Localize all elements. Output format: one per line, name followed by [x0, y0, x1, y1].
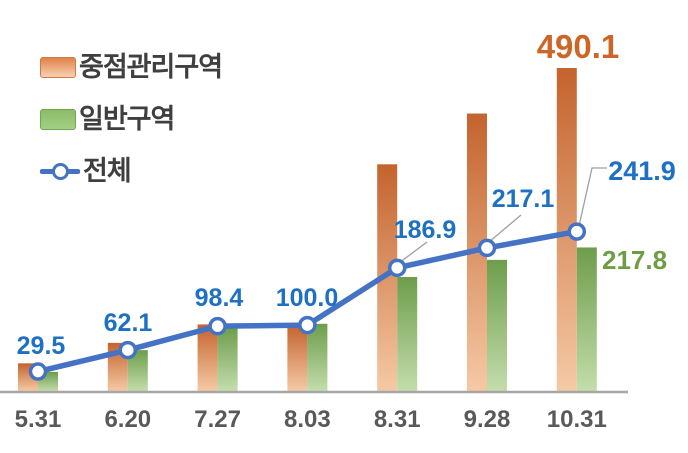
chart-legend: 중점관리구역 일반구역 전체 [40, 51, 223, 186]
total-value-label: 98.4 [195, 284, 244, 312]
total-line-marker-icon [40, 161, 80, 182]
total-value-label: 29.5 [17, 332, 66, 360]
priority-zone-end-label: 490.1 [537, 28, 620, 65]
leader-line-217-1 [488, 214, 522, 243]
bar-general-zone [397, 276, 418, 391]
line-marker [118, 340, 138, 360]
line-marker [387, 258, 407, 278]
general-zone-swatch-icon [40, 108, 76, 130]
line-marker [208, 316, 227, 336]
legend-item-general-zone: 일반구역 [40, 104, 222, 134]
x-axis-category-label: 9.28 [464, 406, 511, 433]
legend-label-general-zone: 일반구역 [79, 103, 175, 134]
legend-item-total: 전체 [40, 156, 222, 186]
bar-priority-zone [556, 68, 577, 391]
bar-priority-zone [197, 324, 218, 391]
bar-priority-zone [287, 325, 308, 391]
x-axis-category-label: 7.27 [194, 406, 241, 433]
total-value-label: 217.1 [492, 185, 555, 213]
total-value-label: 100.0 [276, 284, 339, 312]
bar-general-zone [307, 323, 328, 391]
line-marker [477, 238, 497, 258]
general-zone-end-label: 217.8 [602, 245, 667, 275]
line-marker [298, 315, 317, 335]
total-value-label: 62.1 [104, 309, 153, 337]
legend-item-priority-zone: 중점관리구역 [40, 51, 223, 82]
legend-label-priority-zone: 중점관리구역 [79, 51, 223, 82]
bar-general-zone [487, 259, 507, 391]
x-axis-category-label: 8.31 [374, 406, 421, 433]
bar-priority-zone [377, 164, 398, 391]
x-axis-category-label: 5.31 [15, 406, 62, 433]
leader-line-186-9 [398, 241, 428, 264]
leader-line-241-9 [578, 167, 607, 227]
bar-general-zone [127, 350, 148, 391]
x-axis-category-label: 8.03 [284, 406, 331, 433]
bar-general-zone [576, 247, 597, 391]
line-marker [567, 222, 587, 241]
x-axis-category-label: 10.31 [547, 406, 607, 433]
total-value-label: 186.9 [394, 216, 457, 244]
x-axis-category-label: 6.20 [104, 406, 151, 433]
legend-label-total: 전체 [83, 155, 132, 186]
bar-general-zone [217, 327, 238, 391]
total-value-label: 241.9 [608, 156, 676, 186]
priority-zone-swatch-icon [40, 56, 76, 78]
line-marker [28, 362, 48, 381]
